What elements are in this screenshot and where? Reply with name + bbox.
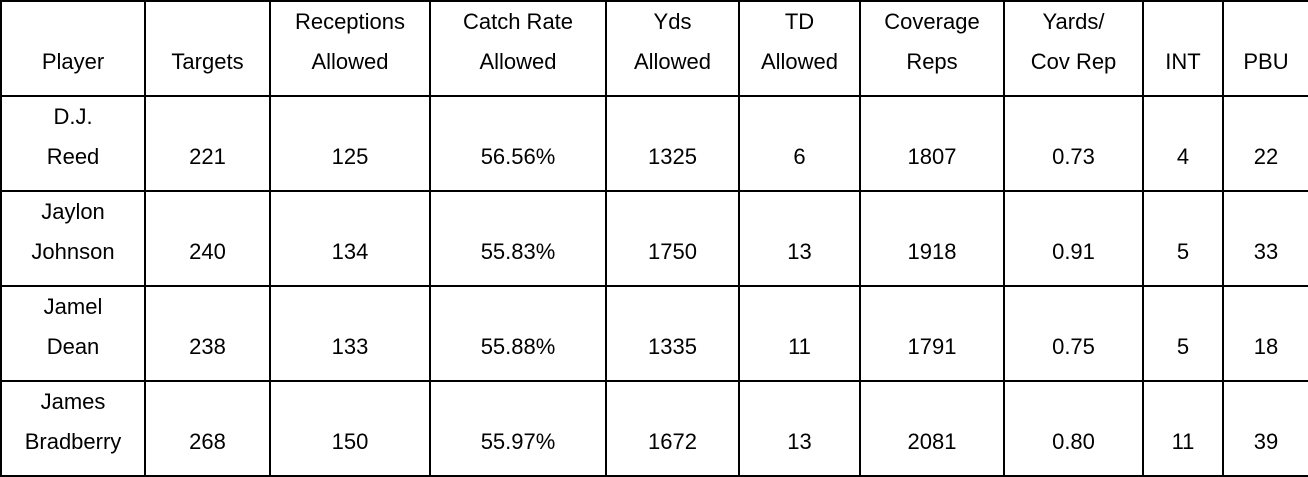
column-header-yards-per-cov-rep: Yards/ Cov Rep <box>1003 0 1144 97</box>
cell-player-name: Jamel Dean <box>0 285 146 382</box>
cell-player-name: James Bradberry <box>0 380 146 477</box>
table-cell: 13 <box>738 190 861 287</box>
table-cell: 150 <box>269 380 431 477</box>
table-cell: 55.83% <box>429 190 607 287</box>
table-cell: 134 <box>269 190 431 287</box>
table-cell: 4 <box>1142 95 1224 192</box>
table-cell: 1750 <box>605 190 740 287</box>
table-row: D.J. Reed 221 125 56.56% 1325 6 1807 0.7… <box>0 95 1308 192</box>
table-cell: 0.80 <box>1003 380 1144 477</box>
table-row: Jamel Dean 238 133 55.88% 1335 11 1791 0… <box>0 285 1308 382</box>
column-header-yds-allowed: Yds Allowed <box>605 0 740 97</box>
table-cell: 0.91 <box>1003 190 1144 287</box>
table-cell: 22 <box>1222 95 1308 192</box>
table-row: Jaylon Johnson 240 134 55.83% 1750 13 19… <box>0 190 1308 287</box>
table-cell: 5 <box>1142 190 1224 287</box>
column-header-td-allowed: TD Allowed <box>738 0 861 97</box>
column-header-pbu: PBU <box>1222 0 1308 97</box>
table-cell: 11 <box>738 285 861 382</box>
table-cell: 33 <box>1222 190 1308 287</box>
cell-player-name: Jaylon Johnson <box>0 190 146 287</box>
column-header-receptions-allowed: Receptions Allowed <box>269 0 431 97</box>
column-header-int: INT <box>1142 0 1224 97</box>
table-cell: 18 <box>1222 285 1308 382</box>
table-cell: 11 <box>1142 380 1224 477</box>
table-cell: 56.56% <box>429 95 607 192</box>
table-cell: 55.97% <box>429 380 607 477</box>
table-cell: 2081 <box>859 380 1005 477</box>
table-row: James Bradberry 268 150 55.97% 1672 13 2… <box>0 380 1308 477</box>
table-cell: 13 <box>738 380 861 477</box>
column-header-catch-rate-allowed: Catch Rate Allowed <box>429 0 607 97</box>
table-cell: 268 <box>144 380 271 477</box>
table-cell: 1918 <box>859 190 1005 287</box>
column-header-player: Player <box>0 0 146 97</box>
cell-player-name: D.J. Reed <box>0 95 146 192</box>
table-cell: 5 <box>1142 285 1224 382</box>
table-cell: 125 <box>269 95 431 192</box>
table-cell: 1335 <box>605 285 740 382</box>
table-cell: 0.75 <box>1003 285 1144 382</box>
table-cell: 221 <box>144 95 271 192</box>
table-cell: 133 <box>269 285 431 382</box>
table-cell: 55.88% <box>429 285 607 382</box>
column-header-targets: Targets <box>144 0 271 97</box>
table-cell: 240 <box>144 190 271 287</box>
column-header-coverage-reps: Coverage Reps <box>859 0 1005 97</box>
table-cell: 1672 <box>605 380 740 477</box>
table-cell: 39 <box>1222 380 1308 477</box>
table-cell: 1791 <box>859 285 1005 382</box>
table-cell: 6 <box>738 95 861 192</box>
table-cell: 1807 <box>859 95 1005 192</box>
table-cell: 0.73 <box>1003 95 1144 192</box>
header-row: Player Targets Receptions Allowed Catch … <box>0 0 1308 97</box>
table-cell: 1325 <box>605 95 740 192</box>
table-cell: 238 <box>144 285 271 382</box>
